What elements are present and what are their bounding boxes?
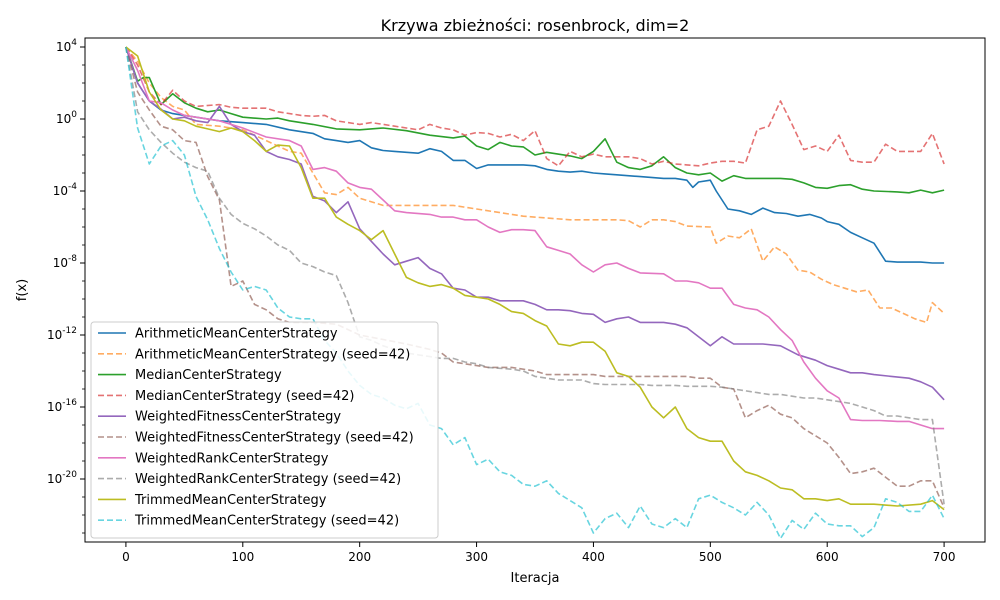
series-line-9	[125, 46, 945, 540]
y-tick-label: 10-12	[47, 326, 77, 342]
x-tick-label: 400	[582, 550, 605, 564]
legend-box	[90, 321, 439, 539]
series-line-8	[125, 46, 945, 511]
legend-label: WeightedRankCenterStrategy (seed=42)	[135, 472, 401, 487]
legend-label: TrimmedMeanCenterStrategy (seed=42)	[134, 514, 399, 529]
axes-frame	[84, 37, 986, 543]
y-tick-label: 10-16	[47, 398, 77, 414]
x-tick-label: 700	[933, 550, 956, 564]
series-line-3	[125, 46, 945, 167]
x-tick-label: 300	[465, 550, 488, 564]
legend-label: WeightedFitnessCenterStrategy (seed=42)	[135, 431, 414, 446]
y-tick-label: 104	[56, 38, 77, 54]
series-line-1	[125, 46, 945, 324]
legend-label: MedianCenterStrategy	[135, 368, 282, 383]
series-line-5	[125, 46, 945, 509]
legend-label: WeightedFitnessCenterStrategy	[135, 410, 341, 425]
series-line-4	[125, 46, 945, 401]
x-tick-label: 0	[122, 550, 130, 564]
series-line-6	[125, 46, 945, 430]
x-tick-label: 600	[816, 550, 839, 564]
legend-label: MedianCenterStrategy (seed=42)	[135, 389, 354, 404]
y-axis: 104 100 10-4 10-8 10-12 10-16 10-20	[47, 38, 85, 534]
chart-title: Krzywa zbieżności: rosenbrock, dim=2	[381, 16, 690, 35]
legend-label: ArithmeticMeanCenterStrategy (seed=42)	[135, 347, 410, 362]
series-line-0	[125, 46, 945, 264]
y-tick-label: 10-4	[53, 182, 78, 198]
plot-area	[125, 46, 945, 540]
y-tick-label: 10-8	[53, 254, 78, 270]
y-axis-label: f(x)	[15, 279, 30, 301]
legend-label: WeightedRankCenterStrategy	[135, 451, 329, 466]
x-tick-label: 100	[231, 550, 254, 564]
x-axis: 0 100 200 300 400 500 600 700	[122, 542, 956, 564]
x-tick-label: 500	[699, 550, 722, 564]
series-line-7	[125, 46, 945, 505]
series-line-2	[125, 46, 945, 194]
x-tick-label: 200	[348, 550, 371, 564]
y-tick-label: 10-20	[47, 470, 77, 486]
x-axis-label: Iteracja	[511, 571, 560, 586]
legend-label: ArithmeticMeanCenterStrategy	[135, 327, 338, 342]
legend-label: TrimmedMeanCenterStrategy	[134, 493, 327, 508]
legend: ArithmeticMeanCenterStrategy ArithmeticMe…	[90, 321, 439, 539]
y-tick-label: 100	[56, 110, 77, 126]
